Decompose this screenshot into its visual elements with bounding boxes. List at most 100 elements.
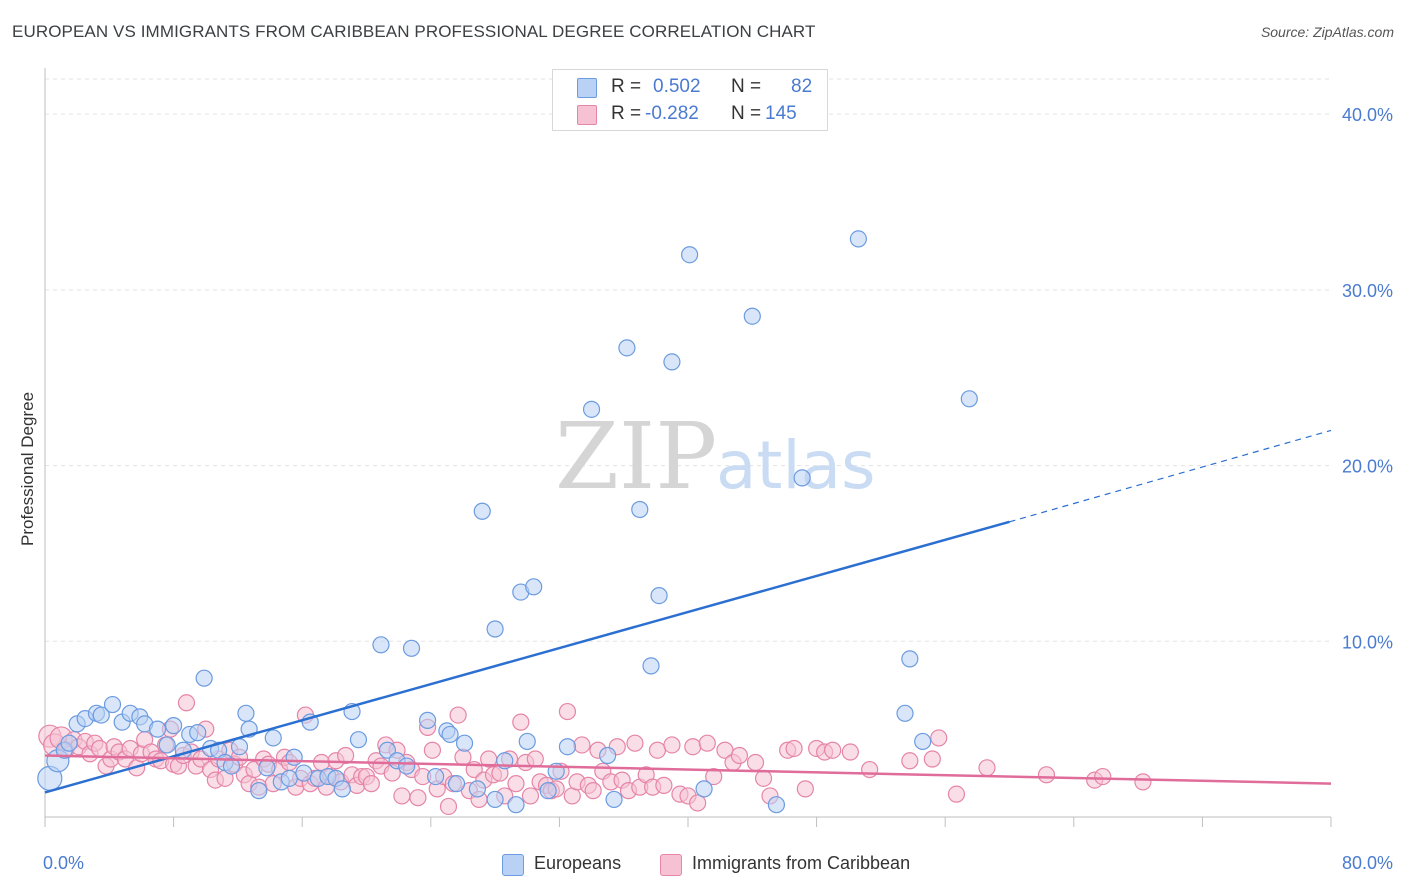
point-caribbean [901,752,919,770]
legend-label-caribbean: Immigrants from Caribbean [692,853,911,873]
trend-line-europeans-projection [1009,429,1332,523]
point-europeans [901,650,919,668]
point-europeans [743,307,761,325]
point-europeans [189,724,207,742]
point-caribbean [1134,773,1152,791]
x-tick-label-max: 80.0% [1342,853,1393,873]
legend-r-value: -0.282 [645,103,699,124]
trend-line-europeans [44,520,1010,794]
point-europeans [264,729,282,747]
point-europeans [285,748,303,766]
point-caribbean [558,702,577,721]
point-europeans [333,780,351,798]
point-europeans [650,586,668,605]
point-caribbean [439,797,458,816]
point-caribbean [1037,766,1056,784]
point-caribbean [841,743,859,761]
y-tick-label: 20.0% [1342,457,1393,477]
point-caribbean [177,694,196,712]
y-axis-label: Professional Degree [18,392,37,546]
point-caribbean [663,736,681,754]
point-caribbean [730,746,749,765]
point-europeans [473,502,491,520]
point-caribbean [409,789,427,807]
legend-swatch-europeans [502,854,524,876]
point-caribbean [521,787,540,805]
legend-swatch-caribbean [660,854,682,876]
point-europeans [468,780,487,798]
watermark-atlas: atlas [716,427,876,504]
point-europeans [486,620,504,638]
point-caribbean [362,775,380,793]
point-europeans [455,734,474,752]
point-caribbean [393,787,411,805]
point-europeans [599,746,617,765]
axes [44,68,1332,827]
point-caribbean [526,750,544,768]
point-europeans [378,741,396,759]
point-europeans [605,790,623,809]
watermark-zip: ZIP [555,403,717,510]
y-tick-label: 40.0% [1342,105,1393,125]
point-europeans [280,769,298,787]
y-tick-label: 10.0% [1342,632,1393,652]
legend-n-value: 145 [765,103,797,124]
point-caribbean [861,760,879,779]
point-caribbean [337,746,355,765]
legend-r-value: 0.502 [653,76,701,97]
legend-r-label: R = [611,103,642,124]
point-caribbean [573,736,591,754]
point-europeans [103,695,122,714]
point-caribbean [655,776,673,794]
legend-n-label: N = [731,103,762,124]
point-europeans [295,764,313,782]
point-europeans [195,669,213,687]
correlation-legend: R = 0.502 N = 82 R = -0.282 N = 145 [552,69,828,131]
point-europeans [681,246,699,264]
point-europeans [222,757,241,775]
x-tick-label-min: 0.0% [43,853,84,873]
point-europeans [349,731,368,749]
point-europeans [441,725,459,744]
point-europeans [92,706,110,724]
point-caribbean [684,738,702,756]
grid-lines [45,78,1331,642]
legend-swatch-caribbean [577,105,597,125]
y-tick-label: 30.0% [1342,281,1393,301]
source-label: Source: ZipAtlas.com [1260,24,1394,40]
point-europeans [896,704,914,722]
point-europeans [60,734,78,752]
point-caribbean [705,767,723,786]
point-caribbean [1094,767,1112,786]
point-caribbean [626,734,644,752]
point-caribbean [930,729,948,747]
point-europeans [582,400,601,418]
point-caribbean [507,775,525,793]
point-caribbean [754,769,773,787]
point-caribbean [584,782,602,800]
point-europeans [148,720,167,738]
legend-n-value: 82 [791,76,813,97]
point-europeans [849,230,867,248]
point-caribbean [978,759,996,777]
point-europeans [631,500,649,519]
point-europeans [486,790,504,809]
point-europeans [372,636,390,654]
point-europeans [960,390,978,408]
point-europeans [398,757,416,775]
point-caribbean [449,706,467,724]
point-caribbean [648,741,667,759]
legend-n-label: N = [731,76,762,97]
point-europeans [427,767,445,786]
point-caribbean [423,741,442,759]
point-europeans [618,339,636,357]
point-caribbean [947,785,966,803]
point-caribbean [512,713,530,731]
point-europeans [558,738,577,756]
legend-label-europeans: Europeans [534,853,622,873]
point-caribbean [824,741,842,759]
tick-labels: 10.0% 20.0% 30.0% 40.0% 0.0% 80.0% Professiona… [18,105,1393,873]
point-caribbean [698,734,716,752]
